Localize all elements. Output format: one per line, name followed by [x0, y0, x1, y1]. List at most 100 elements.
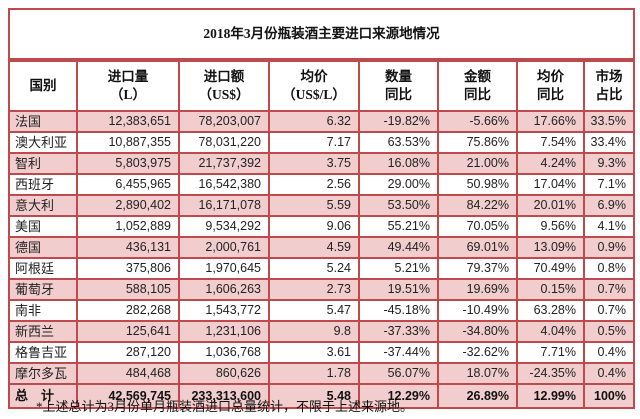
cell-country: 新西兰: [8, 320, 78, 343]
cell-price_yoy: 7.54%: [516, 131, 585, 154]
cell-value_yoy: 21.00%: [437, 152, 518, 175]
cell-value: 16,171,078: [178, 194, 270, 217]
cell-avg_price: 5.59: [268, 194, 360, 217]
cell-volume: 2,890,402: [76, 194, 180, 217]
cell-value: 1,606,263: [178, 278, 270, 301]
cell-price_yoy: 17.66%: [516, 110, 585, 133]
cell-market_share: 6.9%: [583, 194, 635, 217]
cell-volume_yoy: 12.29%: [358, 383, 439, 409]
cell-country: 德国: [8, 236, 78, 259]
cell-avg_price: 4.59: [268, 236, 360, 259]
cell-value: 233,313,600: [178, 383, 270, 409]
cell-avg_price: 1.78: [268, 362, 360, 385]
cell-price_yoy: 7.71%: [516, 341, 585, 364]
cell-volume_yoy: 53.50%: [358, 194, 439, 217]
cell-value_yoy: 26.89%: [437, 383, 518, 409]
cell-value: 78,031,220: [178, 131, 270, 154]
cell-volume: 1,052,889: [76, 215, 180, 238]
column-header-0: 国别: [8, 59, 78, 112]
column-header-4: 数量 同比: [358, 59, 439, 112]
cell-price_yoy: 12.99%: [516, 383, 585, 409]
table-row: 德国 436,131 2,000,761 4.59 49.44% 69.01% 13.09%…: [8, 236, 635, 259]
cell-market_share: 0.4%: [583, 341, 635, 364]
cell-market_share: 0.4%: [583, 362, 635, 385]
cell-volume_yoy: 16.08%: [358, 152, 439, 175]
table-row: 阿根廷 375,806 1,970,645 5.24 5.21% 79.37% 70.49%…: [8, 257, 635, 280]
cell-volume_yoy: -45.18%: [358, 299, 439, 322]
cell-country: 智利: [8, 152, 78, 175]
cell-value: 1,231,106: [178, 320, 270, 343]
column-header-1: 进口量 （L）: [76, 59, 180, 112]
cell-volume_yoy: 63.53%: [358, 131, 439, 154]
cell-volume: 5,803,975: [76, 152, 180, 175]
table-row: 新西兰 125,641 1,231,106 9.8 -37.33% -34.80% 4.04…: [8, 320, 635, 343]
cell-volume: 42,569,745: [76, 383, 180, 409]
cell-value_yoy: 79.37%: [437, 257, 518, 280]
total-row: 总 计 42,569,745 233,313,600 5.48 12.29% 26.89%…: [8, 383, 635, 409]
cell-volume_yoy: 19.51%: [358, 278, 439, 301]
cell-country: 总 计: [8, 383, 78, 409]
table-row: 法国 12,383,651 78,203,007 6.32 -19.82% -5.66% 1…: [8, 110, 635, 133]
cell-value: 78,203,007: [178, 110, 270, 133]
cell-value_yoy: 75.86%: [437, 131, 518, 154]
cell-value: 16,542,380: [178, 173, 270, 196]
cell-country: 美国: [8, 215, 78, 238]
cell-volume_yoy: -37.44%: [358, 341, 439, 364]
cell-value_yoy: 70.05%: [437, 215, 518, 238]
cell-value: 1,970,645: [178, 257, 270, 280]
title-row: 2018年3月份瓶装酒主要进口来源地情况: [8, 8, 635, 62]
cell-value: 9,534,292: [178, 215, 270, 238]
cell-avg_price: 5.47: [268, 299, 360, 322]
cell-avg_price: 7.17: [268, 131, 360, 154]
cell-market_share: 0.7%: [583, 299, 635, 322]
table-row: 智利 5,803,975 21,737,392 3.75 16.08% 21.00% 4.2…: [8, 152, 635, 175]
cell-volume: 6,455,965: [76, 173, 180, 196]
cell-volume_yoy: 29.00%: [358, 173, 439, 196]
cell-country: 意大利: [8, 194, 78, 217]
cell-market_share: 100%: [583, 383, 635, 409]
cell-country: 葡萄牙: [8, 278, 78, 301]
column-header-2: 进口额 （US$）: [178, 59, 270, 112]
cell-avg_price: 5.24: [268, 257, 360, 280]
cell-avg_price: 2.56: [268, 173, 360, 196]
column-header-5: 金额 同比: [437, 59, 518, 112]
cell-volume: 287,120: [76, 341, 180, 364]
cell-value_yoy: -5.66%: [437, 110, 518, 133]
cell-value_yoy: -32.62%: [437, 341, 518, 364]
cell-country: 南非: [8, 299, 78, 322]
cell-price_yoy: 9.56%: [516, 215, 585, 238]
cell-volume: 12,383,651: [76, 110, 180, 133]
cell-volume_yoy: 49.44%: [358, 236, 439, 259]
cell-market_share: 7.1%: [583, 173, 635, 196]
cell-value_yoy: 50.98%: [437, 173, 518, 196]
cell-price_yoy: 63.28%: [516, 299, 585, 322]
cell-price_yoy: 13.09%: [516, 236, 585, 259]
header-row: 国别 进口量 （L） 进口额 （US$） 均价 （US$/L） 数量 同比 金额 同比 均价 同比 市场占…: [8, 59, 635, 112]
table-row: 美国 1,052,889 9,534,292 9.06 55.21% 70.05% 9.56…: [8, 215, 635, 238]
cell-country: 阿根廷: [8, 257, 78, 280]
cell-volume_yoy: 56.07%: [358, 362, 439, 385]
table-row: 南非 282,268 1,543,772 5.47 -45.18% -10.49% 63.2…: [8, 299, 635, 322]
cell-value: 21,737,392: [178, 152, 270, 175]
cell-market_share: 0.8%: [583, 257, 635, 280]
cell-volume: 588,105: [76, 278, 180, 301]
cell-market_share: 0.7%: [583, 278, 635, 301]
cell-volume_yoy: -37.33%: [358, 320, 439, 343]
column-header-7: 市场 占比: [583, 59, 635, 112]
import-table: 2018年3月份瓶装酒主要进口来源地情况 国别 进口量 （L） 进口额 （US$） 均价（…: [8, 8, 635, 409]
cell-country: 摩尔多瓦: [8, 362, 78, 385]
cell-market_share: 0.5%: [583, 320, 635, 343]
cell-volume: 282,268: [76, 299, 180, 322]
cell-volume: 436,131: [76, 236, 180, 259]
table-row: 格鲁吉亚 287,120 1,036,768 3.61 -37.44% -32.62% 7.…: [8, 341, 635, 364]
cell-price_yoy: 0.15%: [516, 278, 585, 301]
cell-avg_price: 2.73: [268, 278, 360, 301]
cell-volume: 375,806: [76, 257, 180, 280]
cell-avg_price: 6.32: [268, 110, 360, 133]
column-header-3: 均价 （US$/L）: [268, 59, 360, 112]
cell-volume: 484,468: [76, 362, 180, 385]
cell-market_share: 4.1%: [583, 215, 635, 238]
footnote: *上述总计为3月份单月瓶装酒进口总量统计，不限于上述来源地。: [36, 399, 414, 414]
cell-price_yoy: 17.04%: [516, 173, 585, 196]
